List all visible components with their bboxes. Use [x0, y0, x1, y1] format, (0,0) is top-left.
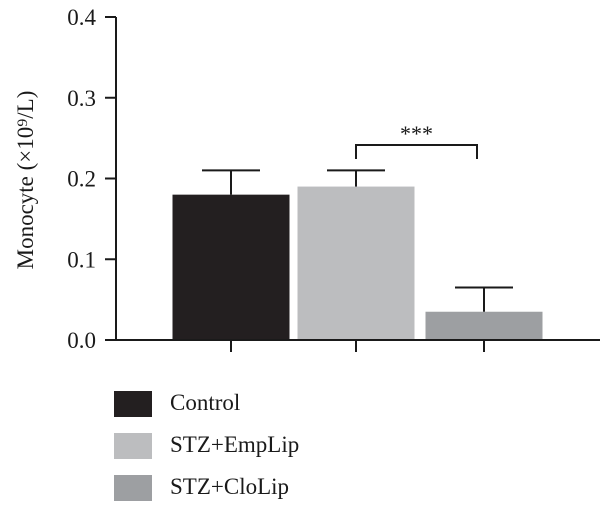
legend-item: STZ+CloLip	[114, 470, 434, 512]
y-tick-label: 0.0	[67, 328, 96, 353]
bar	[297, 186, 415, 340]
significance-bracket	[355, 144, 478, 159]
legend-label: Control	[170, 390, 241, 415]
y-tick-label: 0.3	[67, 86, 96, 111]
legend-item: Control	[114, 386, 434, 428]
y-axis-label: Monocyte (×10⁹/L)	[13, 91, 38, 270]
legend-item: STZ+EmpLip	[114, 428, 434, 470]
y-tick-label: 0.2	[67, 167, 96, 192]
legend-swatch	[114, 433, 152, 459]
significance-label: ***	[400, 121, 433, 146]
bar-chart: Monocyte (×10⁹/L) 0.0 0.1 0.2 0.3 0.4 ***	[13, 5, 600, 353]
legend-swatch	[114, 475, 152, 501]
bar	[425, 311, 543, 340]
legend-label: STZ+EmpLip	[170, 432, 300, 457]
bar	[172, 194, 290, 340]
legend-label: STZ+CloLip	[170, 474, 290, 499]
legend-swatch	[114, 391, 152, 417]
y-tick-label: 0.4	[67, 5, 96, 30]
legend: Control STZ+EmpLip STZ+CloLip	[114, 386, 434, 512]
y-tick-label: 0.1	[67, 247, 96, 272]
